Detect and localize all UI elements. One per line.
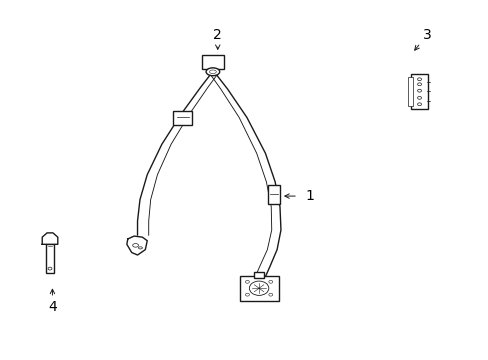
Circle shape (417, 103, 421, 106)
Ellipse shape (205, 68, 219, 76)
Circle shape (417, 96, 421, 99)
Text: 3: 3 (422, 28, 430, 42)
Circle shape (245, 280, 249, 283)
Circle shape (417, 89, 421, 92)
Text: 4: 4 (48, 300, 57, 314)
FancyBboxPatch shape (410, 74, 427, 109)
Polygon shape (42, 233, 58, 244)
Ellipse shape (132, 244, 138, 247)
FancyBboxPatch shape (253, 272, 264, 278)
Circle shape (417, 78, 421, 81)
FancyBboxPatch shape (202, 55, 223, 68)
Ellipse shape (138, 247, 142, 249)
Circle shape (268, 293, 272, 296)
Text: 1: 1 (305, 189, 314, 203)
FancyBboxPatch shape (267, 185, 280, 203)
FancyBboxPatch shape (407, 77, 412, 106)
Circle shape (249, 281, 268, 296)
Circle shape (417, 83, 421, 86)
FancyBboxPatch shape (46, 244, 54, 273)
Text: 2: 2 (213, 28, 222, 42)
Circle shape (245, 293, 249, 296)
FancyBboxPatch shape (239, 276, 278, 301)
Circle shape (48, 267, 52, 270)
Polygon shape (126, 236, 147, 255)
Ellipse shape (209, 70, 216, 73)
Circle shape (268, 280, 272, 283)
FancyBboxPatch shape (173, 111, 191, 125)
